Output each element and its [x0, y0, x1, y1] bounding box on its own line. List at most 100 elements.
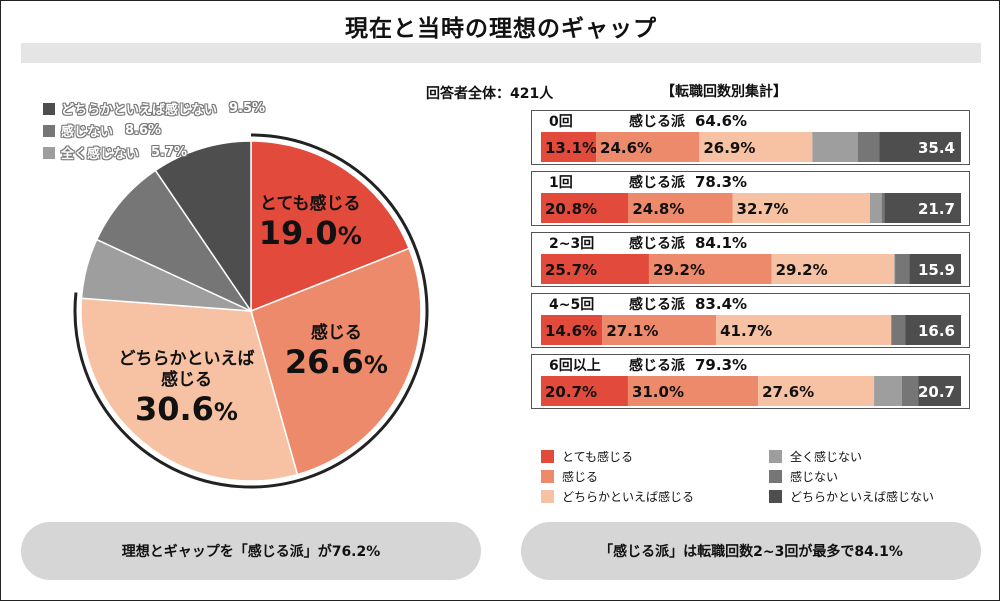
- pie-label-number: 26.6: [284, 343, 364, 382]
- legend-swatch: [769, 490, 782, 503]
- bar-row-label: 4~5回 感じる派 83.4%: [549, 294, 747, 314]
- pie-slice-2: [250, 247, 422, 476]
- bar-segment-label: 14.6%: [545, 322, 597, 340]
- bar-legend-label: 感じる: [562, 470, 599, 484]
- pie-slice-3: [80, 297, 299, 482]
- bar-row-label: 6回以上 感じる派 79.3%: [549, 355, 747, 375]
- pie-legend-name: 全く感じない: [61, 147, 140, 162]
- legend-swatch: [43, 124, 55, 137]
- respondents-count: 回答者全体：421人: [426, 86, 554, 102]
- pie-legend-percent: 8.6%: [125, 123, 162, 138]
- bar-segment: [627, 376, 759, 406]
- bar-segment: [895, 254, 910, 284]
- bar-end-label: 20.7: [918, 383, 955, 401]
- pie-label-unit: %: [363, 351, 388, 380]
- bar-segment: [874, 376, 902, 406]
- pie-legend-name: 感じない: [61, 125, 114, 140]
- pie-label-3: どちらかといえば 感じる 30.6%: [118, 349, 254, 430]
- bar-legend-item: 感じない: [769, 468, 838, 485]
- bar-segment-label: 27.1%: [606, 322, 658, 340]
- bar-row-frame: [531, 110, 970, 165]
- bar-segment: [628, 193, 733, 223]
- bar-segment-label: 20.7%: [545, 383, 597, 401]
- pie-legend-item: 感じない 8.6%: [43, 121, 161, 140]
- category-label: 4~5回: [549, 297, 595, 313]
- bar-segment: [879, 132, 961, 162]
- pie-label-unit: %: [337, 221, 362, 250]
- bar-legend-item: とても感じる: [541, 448, 633, 465]
- stacked-bar-chart: 13.1% 24.6% 26.9% 35.4 20.8% 24.8% 32.7% 21.7 25…: [531, 110, 970, 409]
- bar-end-label: 16.6: [918, 322, 955, 340]
- positive-total: 83.4%: [695, 295, 748, 313]
- pie-label-name: 感じる: [160, 370, 212, 391]
- positive-group-arc: [73, 133, 429, 489]
- bar-segment-label: 24.8%: [632, 200, 684, 218]
- positive-group-label: 感じる派: [629, 358, 685, 374]
- bar-segment: [909, 254, 961, 284]
- category-label: 0回: [549, 114, 573, 130]
- bar-segment-label: 32.7%: [737, 200, 789, 218]
- page-title: 現在と当時の理想のギャップ: [345, 16, 657, 42]
- bar-legend-label: 全く感じない: [790, 450, 863, 464]
- bar-row-label: 0回 感じる派 64.6%: [549, 111, 747, 131]
- pie-legend-name: どちらかといえば感じない: [61, 103, 218, 118]
- bar-segment: [901, 376, 919, 406]
- legend-swatch: [769, 470, 782, 483]
- bar-segment: [541, 193, 629, 223]
- bar-row-frame: [531, 354, 970, 409]
- bar-segment: [918, 376, 961, 406]
- bar-segment: [541, 132, 597, 162]
- bar-segment: [771, 254, 895, 284]
- title-underline-bar: [21, 43, 981, 63]
- bar-legend-label: どちらかといえば感じる: [562, 490, 695, 504]
- positive-total: 84.1%: [695, 234, 748, 252]
- bar-segment: [758, 376, 875, 406]
- bar-segment: [905, 315, 961, 345]
- pie-label-value: 30.6%: [118, 391, 254, 430]
- bar-segment: [891, 315, 906, 345]
- pie-slice-6: [154, 140, 252, 314]
- bar-legend-label: とても感じる: [562, 450, 634, 464]
- pie-label-unit: %: [213, 398, 238, 427]
- bar-segment: [648, 254, 772, 284]
- bar-segment: [541, 376, 628, 406]
- pie-legend-percent: 5.7%: [151, 145, 188, 160]
- bar-segment: [894, 254, 896, 284]
- pie-label-name: 感じる: [310, 323, 362, 344]
- positive-group-label: 感じる派: [629, 114, 685, 130]
- bar-row-label: 1回 感じる派 78.3%: [549, 172, 747, 192]
- pie-label-number: 19.0: [258, 213, 338, 252]
- legend-swatch: [769, 450, 782, 463]
- bar-segment: [716, 315, 892, 345]
- category-label: 6回以上: [549, 358, 601, 374]
- category-label: 1回: [549, 175, 573, 191]
- pie-label-number: 30.6: [134, 390, 214, 429]
- bar-row-frame: [531, 171, 970, 226]
- overall-pie-chart: [73, 133, 429, 489]
- pie-slice-5: [95, 169, 254, 313]
- bar-segment-label: 29.2%: [776, 261, 828, 279]
- bar-segment: [857, 132, 880, 162]
- bar-segment-label: 27.6%: [762, 383, 814, 401]
- positive-total: 79.3%: [695, 356, 748, 374]
- summary-callout-left: 理想とギャップを「感じる派」が76.2%: [21, 522, 481, 580]
- positive-group-label: 感じる派: [629, 297, 685, 313]
- bar-segment-label: 26.9%: [703, 139, 755, 157]
- pie-label-name: どちらかといえば: [118, 349, 255, 370]
- bar-row-frame: [531, 232, 970, 287]
- bar-end-label: 15.9: [918, 261, 955, 279]
- legend-swatch: [43, 102, 55, 115]
- bar-segment-label: 20.8%: [545, 200, 597, 218]
- bar-segment-label: 25.7%: [545, 261, 597, 279]
- bar-segment-label: 29.2%: [653, 261, 705, 279]
- pie-label-1: とても感じる 19.0%: [259, 194, 362, 254]
- pie-label-value: 26.6%: [285, 344, 388, 383]
- bar-end-label: 21.7: [918, 200, 955, 218]
- pie-slice-1: [250, 140, 411, 313]
- pie-legend-item: どちらかといえば感じない 9.5%: [43, 99, 265, 118]
- category-label: 2~3回: [549, 236, 595, 252]
- legend-swatch: [541, 450, 554, 463]
- bar-segment-label: 41.7%: [720, 322, 772, 340]
- bar-chart-subtitle: 【転職回数別集計】: [661, 84, 787, 100]
